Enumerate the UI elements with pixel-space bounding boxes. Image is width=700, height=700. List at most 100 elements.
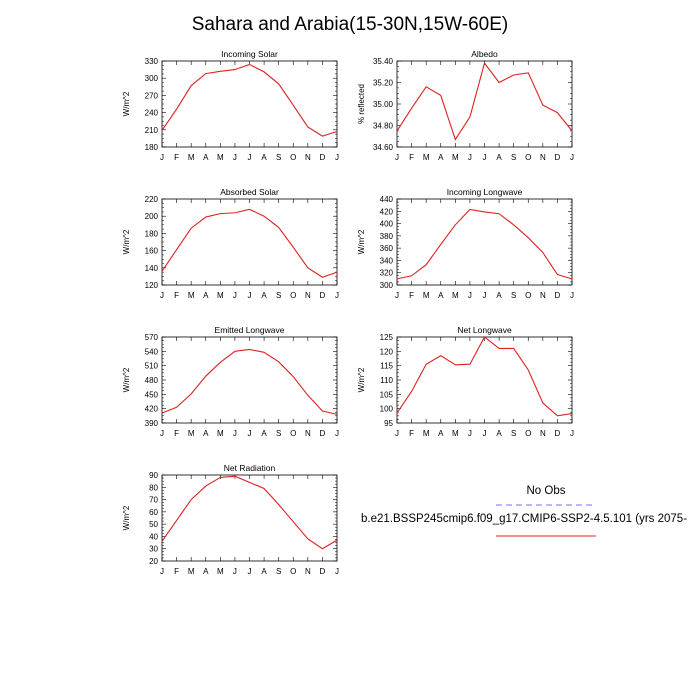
- net-radiation-ytick-label: 20: [149, 557, 158, 566]
- net-longwave-xtick-label: J: [570, 429, 574, 438]
- absorbed-solar-ytick-label: 120: [145, 281, 159, 290]
- net-radiation-xtick-label: F: [174, 567, 179, 576]
- net-radiation-series-line: [161, 475, 338, 550]
- net-radiation-xtick-label: M: [217, 567, 224, 576]
- absorbed-solar-ylabel: W/m^2: [122, 229, 131, 254]
- absorbed-solar-ytick-label: 220: [145, 195, 159, 204]
- albedo-ylabel: % reflected: [357, 84, 366, 124]
- albedo-series-line: [396, 61, 573, 141]
- incoming-solar-ytick-label: 240: [145, 109, 159, 118]
- net-radiation-ytick-label: 30: [149, 545, 158, 554]
- net-longwave-xtick-label: D: [555, 429, 561, 438]
- net-longwave-ytick-label: 105: [380, 390, 394, 399]
- incoming-solar-title: Incoming Solar: [221, 49, 278, 59]
- incoming-solar-ytick-label: 210: [145, 126, 159, 135]
- absorbed-solar-ytick-label: 200: [145, 212, 159, 221]
- incoming-solar-xtick-label: J: [248, 153, 252, 162]
- emitted-longwave-ytick-label: 480: [145, 376, 159, 385]
- emitted-longwave-xtick-label: M: [188, 429, 195, 438]
- incoming-longwave-series-line: [396, 208, 573, 280]
- absorbed-solar-ytick-label: 180: [145, 229, 159, 238]
- incoming-solar-xtick-label: J: [335, 153, 339, 162]
- incoming-solar-ytick-label: 300: [145, 74, 159, 83]
- incoming-longwave-ylabel: W/m^2: [357, 229, 366, 254]
- incoming-longwave-ytick-label: 340: [380, 256, 394, 265]
- absorbed-solar-xtick-label: J: [335, 291, 339, 300]
- net-radiation-xtick-label: J: [233, 567, 237, 576]
- net-longwave-ytick-label: 100: [380, 405, 394, 414]
- albedo-xtick-label: O: [525, 153, 531, 162]
- absorbed-solar-series-line: [161, 208, 338, 278]
- net-radiation-xtick-label: A: [203, 567, 209, 576]
- emitted-longwave-xtick-label: A: [261, 429, 267, 438]
- absorbed-solar-title: Absorbed Solar: [220, 187, 279, 197]
- emitted-longwave-xtick-label: J: [160, 429, 164, 438]
- net-radiation-ylabel: W/m^2: [122, 505, 131, 530]
- net-radiation-xtick-label: S: [276, 567, 281, 576]
- incoming-solar-xtick-label: M: [217, 153, 224, 162]
- incoming-solar-xtick-label: S: [276, 153, 281, 162]
- incoming-longwave-ytick-label: 300: [380, 281, 394, 290]
- albedo-xtick-label: F: [409, 153, 414, 162]
- main-title: Sahara and Arabia(15-30N,15W-60E): [192, 14, 509, 35]
- net-longwave-xtick-label: N: [540, 429, 546, 438]
- incoming-longwave-xtick-label: N: [540, 291, 546, 300]
- net-longwave-series-line: [396, 336, 573, 417]
- legend: No Obs b.e21.BSSP245cmip6.f09_g17.CMIP6-…: [361, 485, 687, 537]
- net-longwave-xtick-label: S: [511, 429, 516, 438]
- emitted-longwave-ytick-label: 390: [145, 419, 159, 428]
- albedo-ytick-label: 35.40: [373, 57, 394, 66]
- net-radiation-xtick-label: J: [160, 567, 164, 576]
- net-radiation-title: Net Radiation: [224, 463, 276, 473]
- net-longwave-xtick-label: A: [438, 429, 444, 438]
- incoming-longwave-ytick-label: 440: [380, 195, 394, 204]
- net-longwave-xtick-label: M: [423, 429, 430, 438]
- net-radiation-ytick-label: 90: [149, 471, 158, 480]
- net-longwave-xtick-label: A: [496, 429, 502, 438]
- incoming-longwave-xtick-label: M: [423, 291, 430, 300]
- absorbed-solar-ytick-label: 140: [145, 264, 159, 273]
- emitted-longwave-ytick-label: 570: [145, 333, 159, 342]
- net-longwave-xtick-label: F: [409, 429, 414, 438]
- incoming-solar-series-line: [161, 63, 338, 137]
- emitted-longwave-ytick-label: 450: [145, 390, 159, 399]
- incoming-solar-xtick-label: F: [174, 153, 179, 162]
- net-longwave-ytick-label: 115: [380, 362, 393, 371]
- emitted-longwave-ytick-label: 510: [145, 362, 159, 371]
- net-longwave-ytick-label: 110: [380, 376, 393, 385]
- incoming-solar-frame: [161, 60, 338, 148]
- incoming-longwave-xtick-label: J: [570, 291, 574, 300]
- emitted-longwave-ylabel: W/m^2: [122, 367, 131, 392]
- absorbed-solar-xtick-label: A: [261, 291, 267, 300]
- incoming-solar-ytick-label: 180: [145, 143, 159, 152]
- albedo-frame: [396, 60, 573, 148]
- emitted-longwave-xtick-label: N: [305, 429, 311, 438]
- emitted-longwave-xtick-label: A: [203, 429, 209, 438]
- net-radiation-ytick-label: 50: [149, 520, 158, 529]
- absorbed-solar-xtick-label: D: [320, 291, 326, 300]
- incoming-longwave-ytick-label: 380: [380, 232, 394, 241]
- emitted-longwave-ytick-label: 420: [145, 405, 159, 414]
- albedo-xtick-label: D: [555, 153, 561, 162]
- incoming-longwave-ytick-label: 360: [380, 244, 394, 253]
- absorbed-solar-xtick-label: O: [290, 291, 296, 300]
- incoming-solar-ytick-label: 330: [145, 57, 159, 66]
- albedo-xtick-label: J: [468, 153, 472, 162]
- albedo-xtick-label: J: [483, 153, 487, 162]
- net-longwave-ytick-label: 125: [380, 333, 394, 342]
- incoming-longwave-xtick-label: J: [483, 291, 487, 300]
- albedo-ytick-label: 35.00: [373, 100, 394, 109]
- net-radiation-xtick-label: J: [248, 567, 252, 576]
- absorbed-solar-ytick-label: 160: [145, 247, 159, 256]
- absorbed-solar-xtick-label: J: [160, 291, 164, 300]
- net-longwave-ytick-label: 120: [380, 347, 394, 356]
- albedo-title: Albedo: [471, 49, 498, 59]
- incoming-solar-xtick-label: N: [305, 153, 311, 162]
- net-radiation-ytick-label: 70: [149, 496, 158, 505]
- incoming-longwave-ytick-label: 400: [380, 220, 394, 229]
